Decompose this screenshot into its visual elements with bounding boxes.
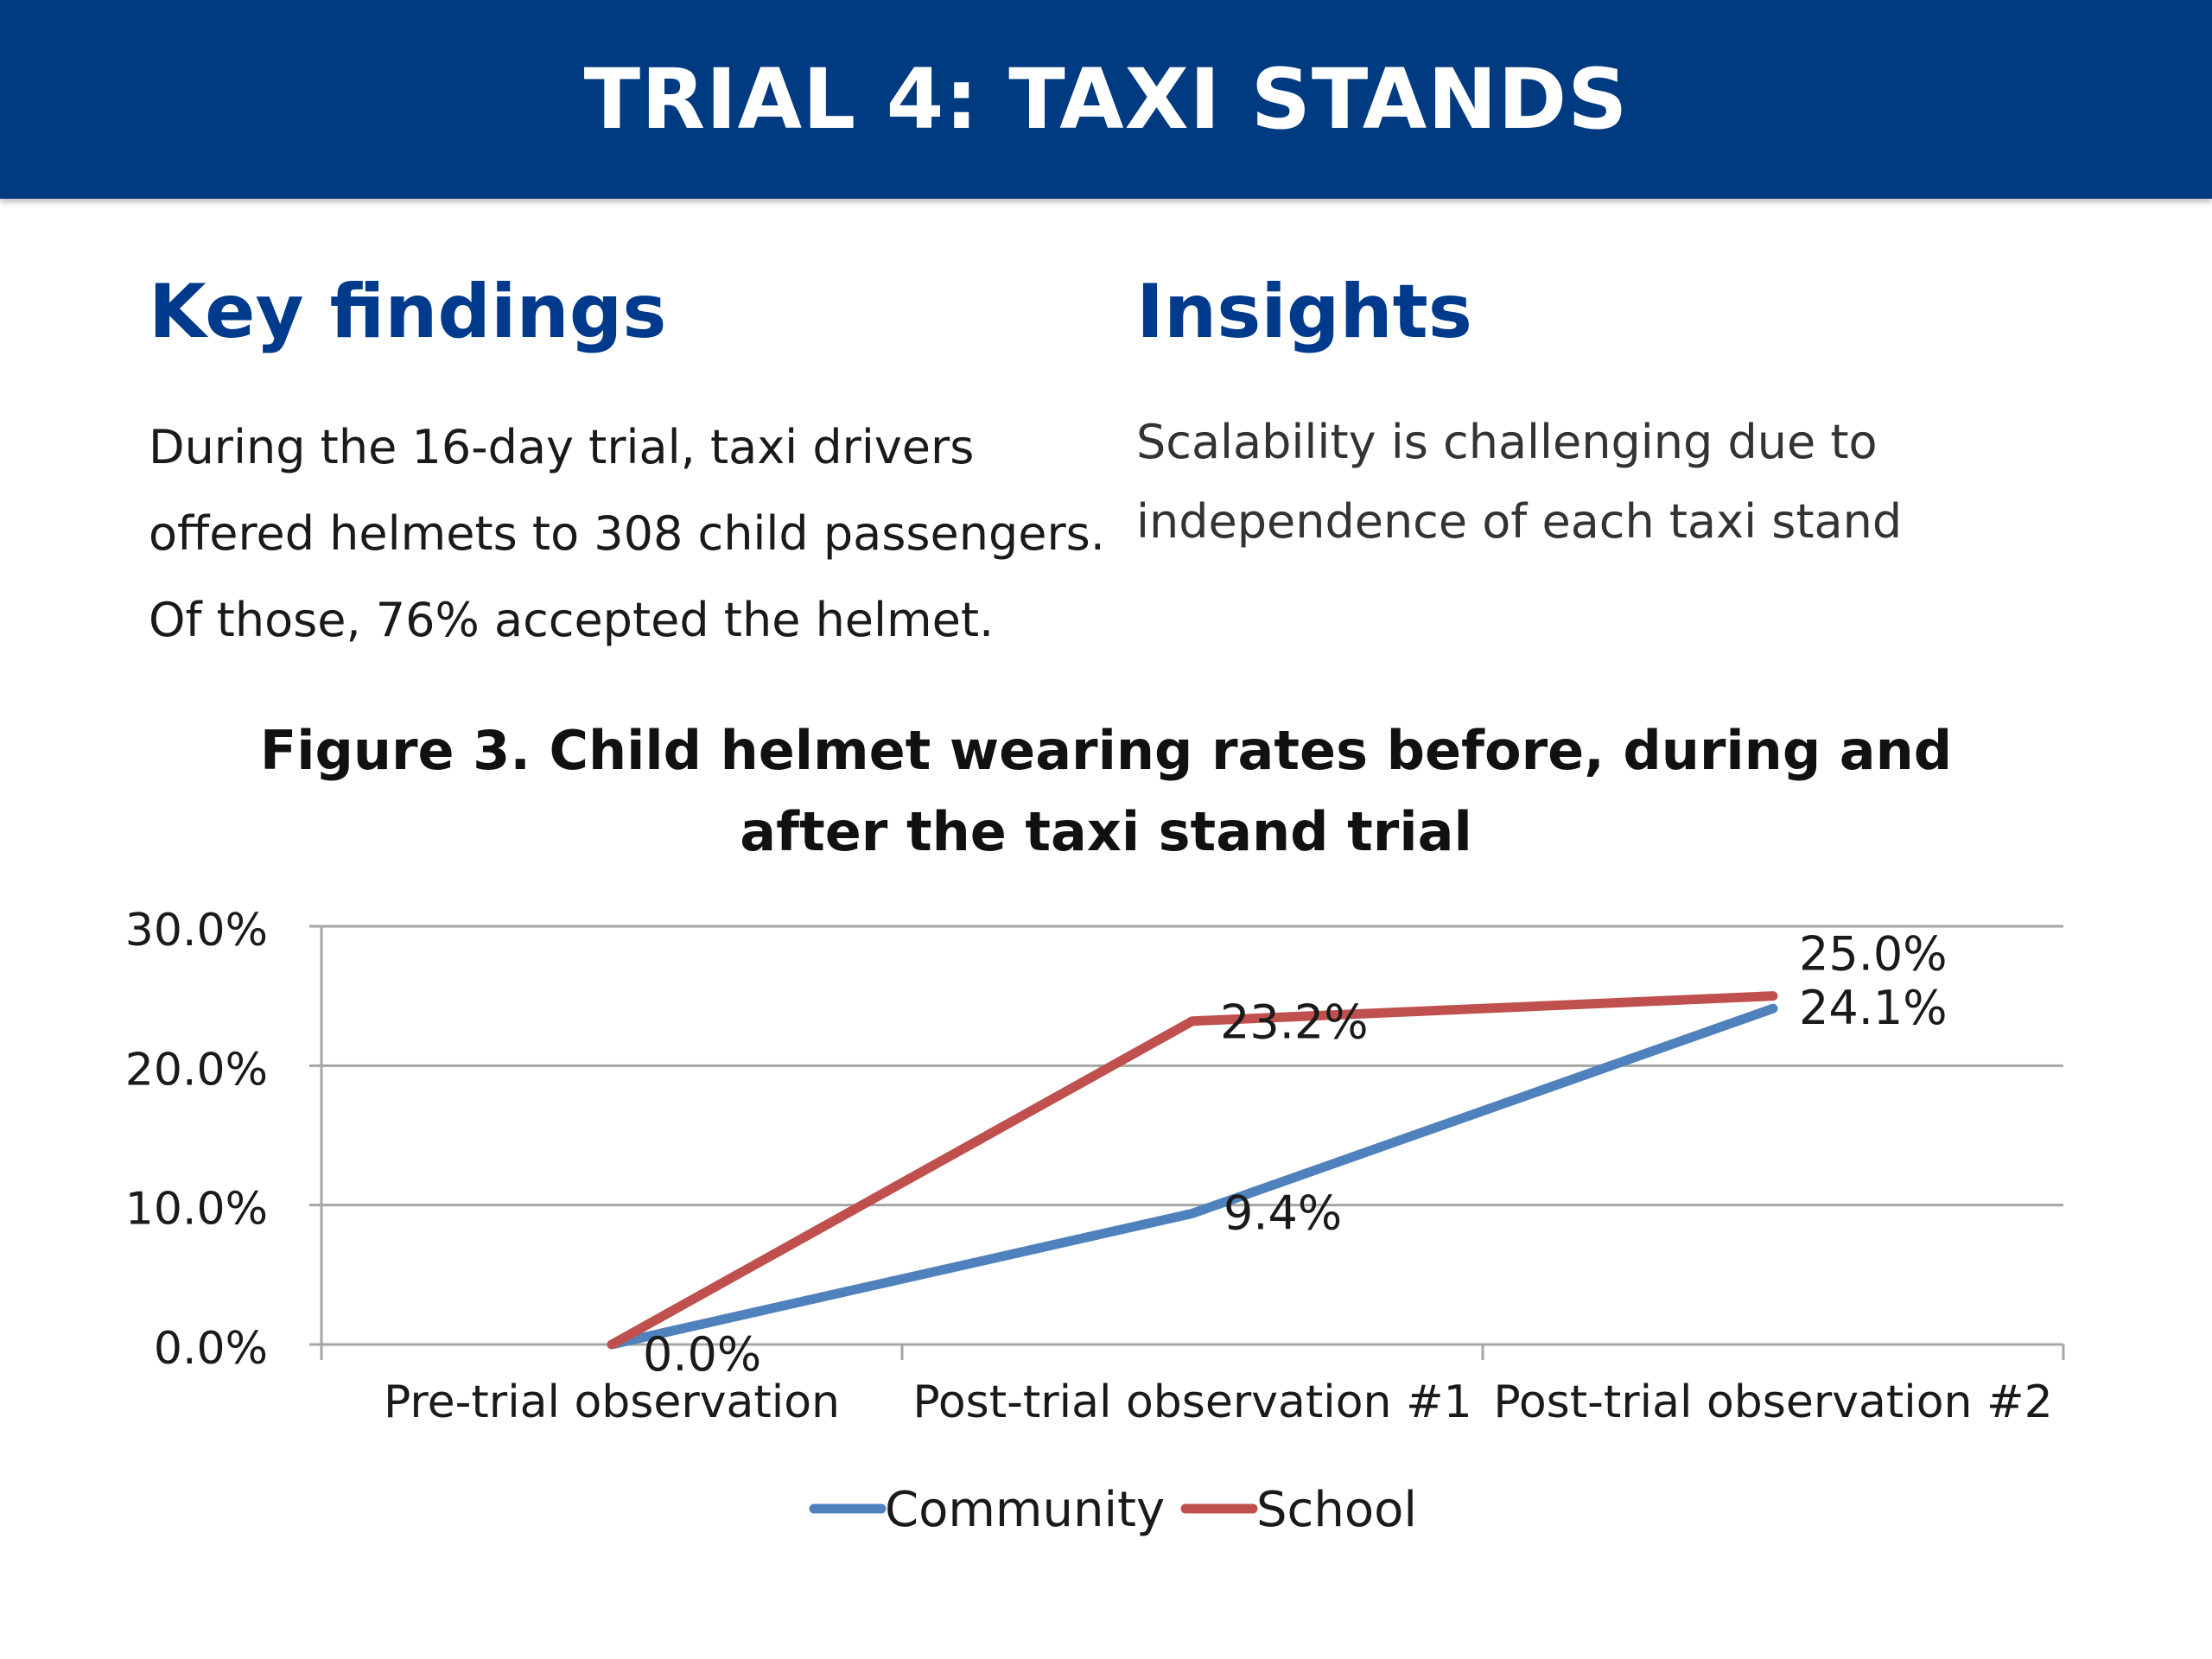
insights-heading: Insights xyxy=(1136,269,1472,355)
y-tick-label: 20.0% xyxy=(125,1044,268,1096)
series-line-school xyxy=(607,991,1778,1350)
key-findings-text: During the 16-day trial, taxi drivers of… xyxy=(149,404,1105,664)
x-tick-label: Post-trial observation #2 xyxy=(1493,1376,2052,1428)
series-line-community xyxy=(607,1003,1778,1350)
insights-text: Scalability is challenging due to indepe… xyxy=(1136,403,1902,562)
chart-title-line: after the taxi stand trial xyxy=(740,800,1472,863)
insights-line: Scalability is challenging due to xyxy=(1136,415,1878,469)
key-findings-line: offered helmets to 308 child passengers. xyxy=(149,506,1105,561)
slide-title: TRIAL 4: TAXI STANDS xyxy=(583,51,1629,148)
y-tick-label: 30.0% xyxy=(125,905,268,957)
legend-label-community: Community xyxy=(885,1482,1165,1538)
key-findings-line: Of those, 76% accepted the helmet. xyxy=(149,593,995,647)
key-findings-heading: Key findings xyxy=(149,269,667,355)
insights-line: independence of each taxi stand xyxy=(1136,494,1903,549)
y-tick-label: 10.0% xyxy=(125,1184,268,1236)
data-label-school: 23.2% xyxy=(1220,995,1369,1050)
x-tick-label: Pre-trial observation xyxy=(384,1376,840,1428)
chart-title: Figure 3. Child helmet wearing rates bef… xyxy=(259,710,1953,873)
legend-label-school: School xyxy=(1256,1482,1417,1538)
data-label-community: 0.0% xyxy=(643,1327,761,1382)
data-label-community: 9.4% xyxy=(1224,1185,1342,1240)
x-tick-label: Post-trial observation #1 xyxy=(912,1376,1471,1428)
data-label-community: 24.1% xyxy=(1799,981,1948,1035)
key-findings-line: During the 16-day trial, taxi drivers xyxy=(149,420,975,474)
chart-title-line: Figure 3. Child helmet wearing rates bef… xyxy=(259,719,1953,782)
title-banner: TRIAL 4: TAXI STANDS xyxy=(0,0,2212,199)
y-tick-label: 0.0% xyxy=(154,1323,268,1375)
data-label-school: 25.0% xyxy=(1799,927,1948,982)
